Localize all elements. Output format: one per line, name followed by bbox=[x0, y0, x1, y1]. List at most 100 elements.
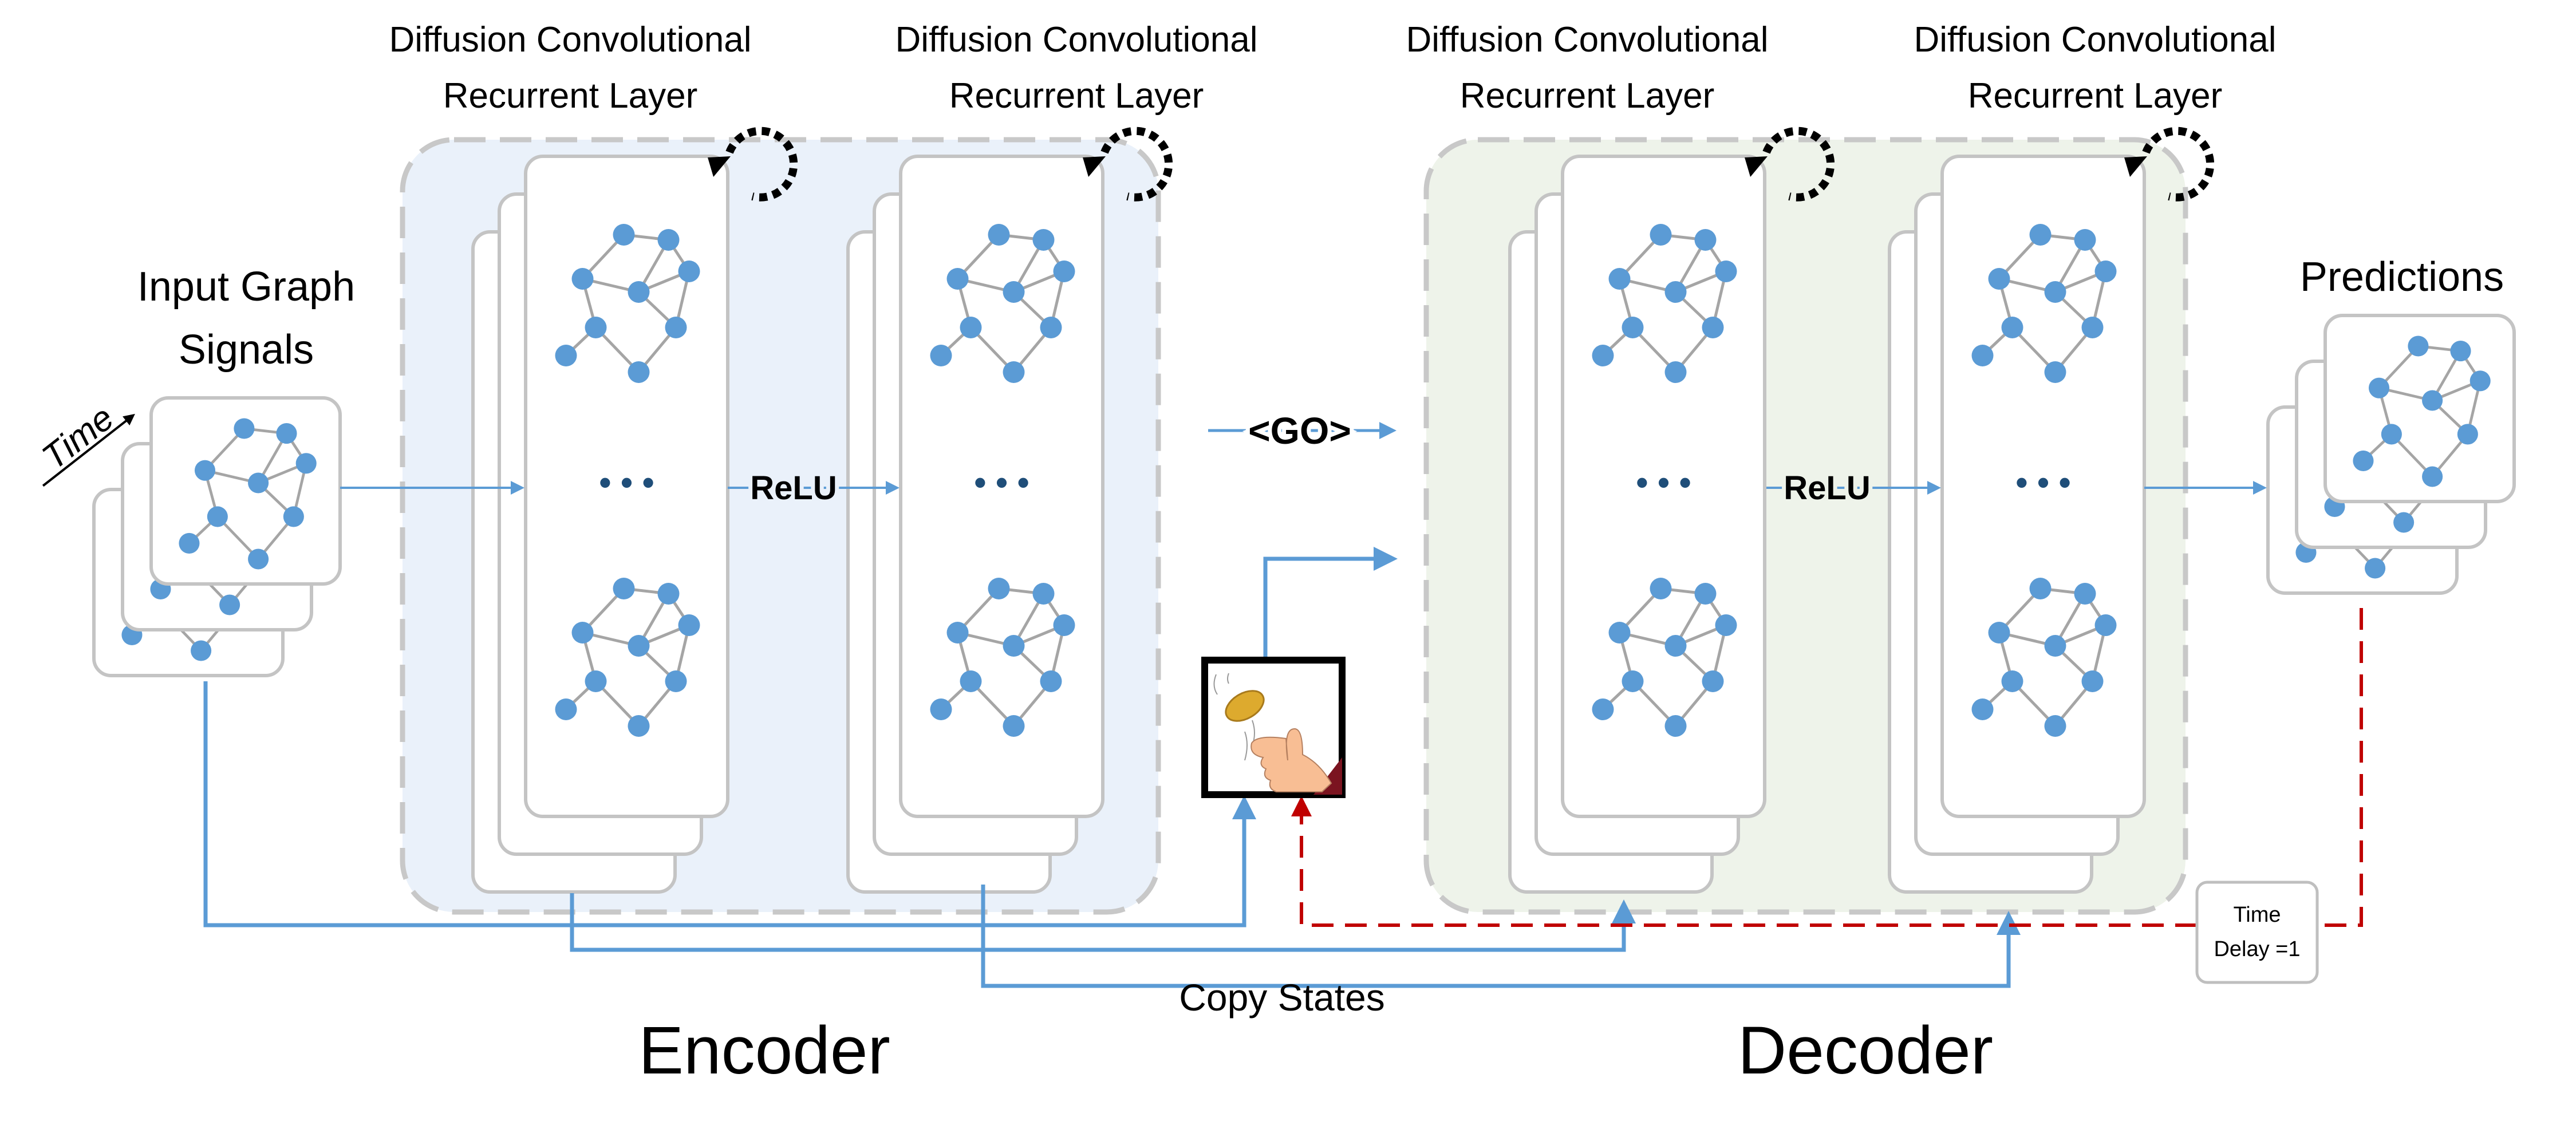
input-graph-stack bbox=[92, 396, 342, 677]
graph-node bbox=[1664, 281, 1687, 303]
prediction-feedback-line bbox=[2317, 608, 2363, 927]
graph-node bbox=[571, 268, 594, 290]
graph-node bbox=[930, 345, 952, 366]
graph-signal bbox=[2353, 335, 2491, 487]
graph-node bbox=[2422, 390, 2443, 411]
recurrent-loop-icon bbox=[1083, 127, 1173, 202]
time-delay-line1: Time bbox=[2233, 903, 2281, 927]
graph-node bbox=[207, 506, 228, 527]
graph-signal bbox=[555, 578, 700, 737]
graph-node bbox=[1592, 698, 1614, 720]
graph-node bbox=[1988, 622, 2010, 644]
graph-node bbox=[2001, 670, 2023, 692]
graph-node bbox=[2044, 715, 2066, 737]
graph-node bbox=[1650, 578, 1672, 599]
copy-states-label: Copy States bbox=[1179, 976, 1385, 1019]
graph-signal bbox=[179, 418, 317, 570]
time-axis: Time bbox=[32, 395, 135, 487]
graph-node bbox=[613, 578, 635, 599]
graph-node bbox=[2353, 450, 2374, 471]
graph-node bbox=[1622, 317, 1644, 338]
graph-node bbox=[1988, 268, 2010, 290]
graph-signal bbox=[1971, 578, 2117, 737]
graph-node bbox=[1003, 715, 1025, 737]
graph-node bbox=[628, 361, 650, 383]
graph-node bbox=[2001, 317, 2023, 338]
graph-node bbox=[1664, 715, 1687, 737]
graph-node bbox=[179, 532, 200, 554]
graph-node bbox=[657, 583, 680, 605]
layer-title-3: Diffusion Convolutional Recurrent Layer bbox=[1406, 20, 1768, 116]
graph-node bbox=[1003, 281, 1025, 303]
layer-title-line2: Recurrent Layer bbox=[949, 76, 1204, 116]
layer-title-line1: Diffusion Convolutional bbox=[895, 20, 1257, 60]
graph-node bbox=[2457, 424, 2478, 445]
graph-node bbox=[2081, 317, 2104, 338]
graph-node bbox=[1622, 670, 1644, 692]
graph-node bbox=[2450, 341, 2471, 362]
graph-node bbox=[988, 578, 1010, 599]
graph-node bbox=[2074, 229, 2096, 251]
input-label-line1: Input Graph bbox=[137, 264, 355, 310]
recurrent-loop-icon bbox=[708, 127, 798, 202]
layer-title-line2: Recurrent Layer bbox=[1460, 76, 1715, 116]
graph-node bbox=[1694, 583, 1717, 605]
input-to-sampler-line bbox=[203, 681, 1256, 927]
graph-node bbox=[191, 640, 212, 661]
graph-node bbox=[678, 614, 700, 636]
graph-node bbox=[1040, 670, 1062, 692]
graph-node bbox=[1608, 622, 1631, 644]
graph-node bbox=[628, 281, 650, 303]
graph-node bbox=[585, 317, 607, 338]
coin-flip-icon bbox=[1201, 657, 1346, 798]
graph-node bbox=[295, 453, 317, 474]
graph-node bbox=[628, 715, 650, 737]
layer-title-line2: Recurrent Layer bbox=[1968, 76, 2223, 116]
graph-node bbox=[555, 698, 577, 720]
graph-node bbox=[2044, 361, 2066, 383]
graph-node bbox=[1608, 268, 1631, 290]
layer-title-line2: Recurrent Layer bbox=[443, 76, 698, 116]
graph-node bbox=[276, 423, 297, 444]
graph-node bbox=[678, 260, 700, 282]
graph-node bbox=[628, 635, 650, 657]
layer-title-line1: Diffusion Convolutional bbox=[1914, 20, 2276, 60]
time-delay-box: Time Delay =1 bbox=[2195, 881, 2319, 984]
layer-title-1: Diffusion Convolutional Recurrent Layer bbox=[389, 20, 751, 116]
graph-node bbox=[2365, 558, 2386, 579]
time-delay-line2: Delay =1 bbox=[2214, 937, 2300, 961]
graph-node bbox=[1003, 361, 1025, 383]
graph-node bbox=[2422, 466, 2443, 487]
graph-node bbox=[1592, 345, 1614, 366]
graph-node bbox=[1032, 583, 1055, 605]
input-label-line2: Signals bbox=[179, 327, 314, 373]
graph-node bbox=[2094, 260, 2117, 282]
graph-signal bbox=[1592, 224, 1737, 383]
graph-node bbox=[234, 418, 255, 439]
graph-node bbox=[571, 622, 594, 644]
go-token: <GO> bbox=[1248, 409, 1351, 452]
graph-node bbox=[1971, 698, 1994, 720]
graph-node bbox=[2408, 335, 2429, 357]
graph-node bbox=[1694, 229, 1717, 251]
ellipsis: • • • bbox=[974, 463, 1029, 502]
ellipsis: • • • bbox=[1636, 463, 1691, 502]
recurrent-layer-4: • • • bbox=[1888, 127, 2215, 894]
time-delay-feedback-arrow bbox=[1291, 796, 2197, 927]
prediction-graph-stack bbox=[2266, 314, 2516, 595]
graph-node bbox=[2044, 635, 2066, 657]
recurrent-layer-1: • • • bbox=[471, 127, 798, 894]
time-label: Time bbox=[35, 398, 121, 477]
layer-title-4: Diffusion Convolutional Recurrent Layer bbox=[1914, 20, 2276, 116]
graph-node bbox=[1715, 614, 1737, 636]
graph-node bbox=[1664, 635, 1687, 657]
graph-node bbox=[1702, 670, 1724, 692]
recurrent-loop-icon bbox=[2124, 127, 2215, 202]
graph-node bbox=[2029, 224, 2052, 246]
layer-title-line1: Diffusion Convolutional bbox=[1406, 20, 1768, 60]
graph-signal bbox=[930, 578, 1075, 737]
graph-signal bbox=[1592, 578, 1737, 737]
graph-node bbox=[555, 345, 577, 366]
predictions-label: Predictions bbox=[2300, 254, 2504, 300]
